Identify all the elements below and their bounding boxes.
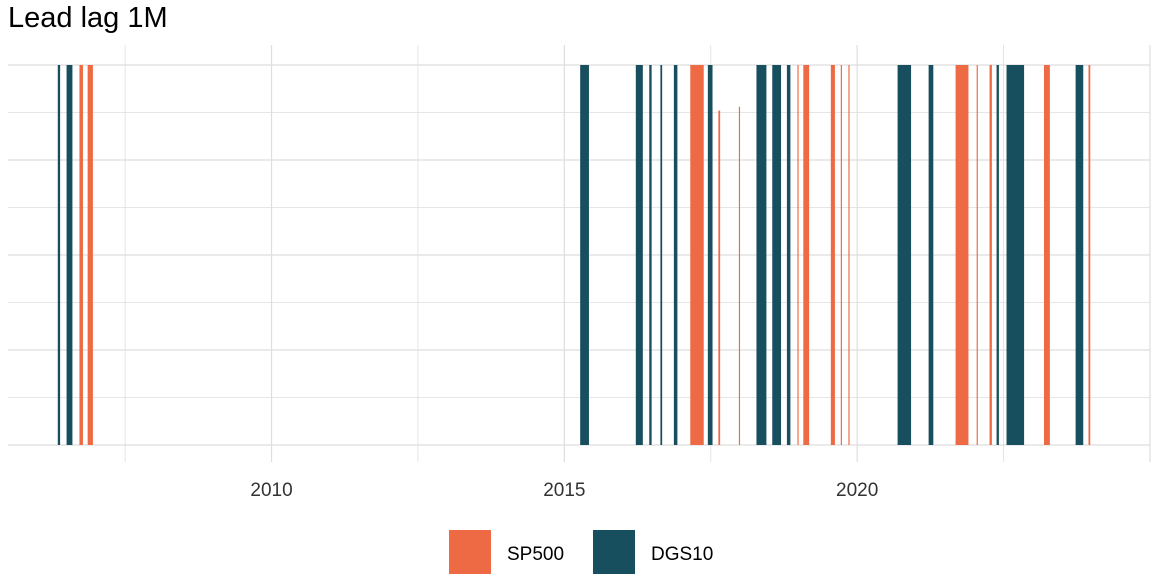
chart-title: Lead lag 1M [8,2,168,34]
bar-dgs10 [66,65,73,445]
bar-sp500 [976,65,978,445]
bar-sp500 [830,65,835,445]
bar-sp500 [87,65,93,445]
bar-sp500 [738,106,741,446]
bar-sp500 [848,65,850,445]
legend-swatch-sp500 [449,530,491,574]
legend-label-dgs10: DGS10 [651,544,713,565]
bar-sp500 [989,65,992,445]
bar-dgs10 [1075,65,1084,445]
bar-dgs10 [786,65,791,445]
bar-sp500 [955,65,969,445]
bar-sp500 [803,65,810,445]
x-axis-ticks: 2010 2015 2020 [250,480,878,501]
bar-sp500 [718,110,721,445]
bar-sp500 [1043,65,1050,445]
x-tick-label: 2015 [543,480,585,501]
bar-sp500 [1088,65,1091,445]
bar-sp500 [690,65,704,445]
bar-dgs10 [635,65,643,445]
grid-lines [8,45,1151,462]
bars-group [57,65,1091,446]
bar-dgs10 [707,65,713,445]
bar-dgs10 [756,65,767,445]
bar-dgs10 [772,65,782,445]
x-tick-label: 2010 [250,480,292,501]
bar-dgs10 [580,65,589,445]
legend: SP500 DGS10 [449,530,713,574]
bar-dgs10 [660,65,663,445]
bar-sp500 [79,65,83,445]
bar-dgs10 [1006,65,1025,445]
legend-swatch-dgs10 [593,530,635,574]
bar-dgs10 [649,65,652,445]
bar-dgs10 [996,65,999,445]
x-tick-label: 2020 [836,480,878,501]
bar-dgs10 [897,65,912,445]
legend-label-sp500: SP500 [507,544,564,565]
bar-dgs10 [57,65,61,445]
bar-dgs10 [928,65,934,445]
bar-sp500 [797,65,799,445]
bar-sp500 [840,65,842,445]
bar-dgs10 [673,65,678,445]
